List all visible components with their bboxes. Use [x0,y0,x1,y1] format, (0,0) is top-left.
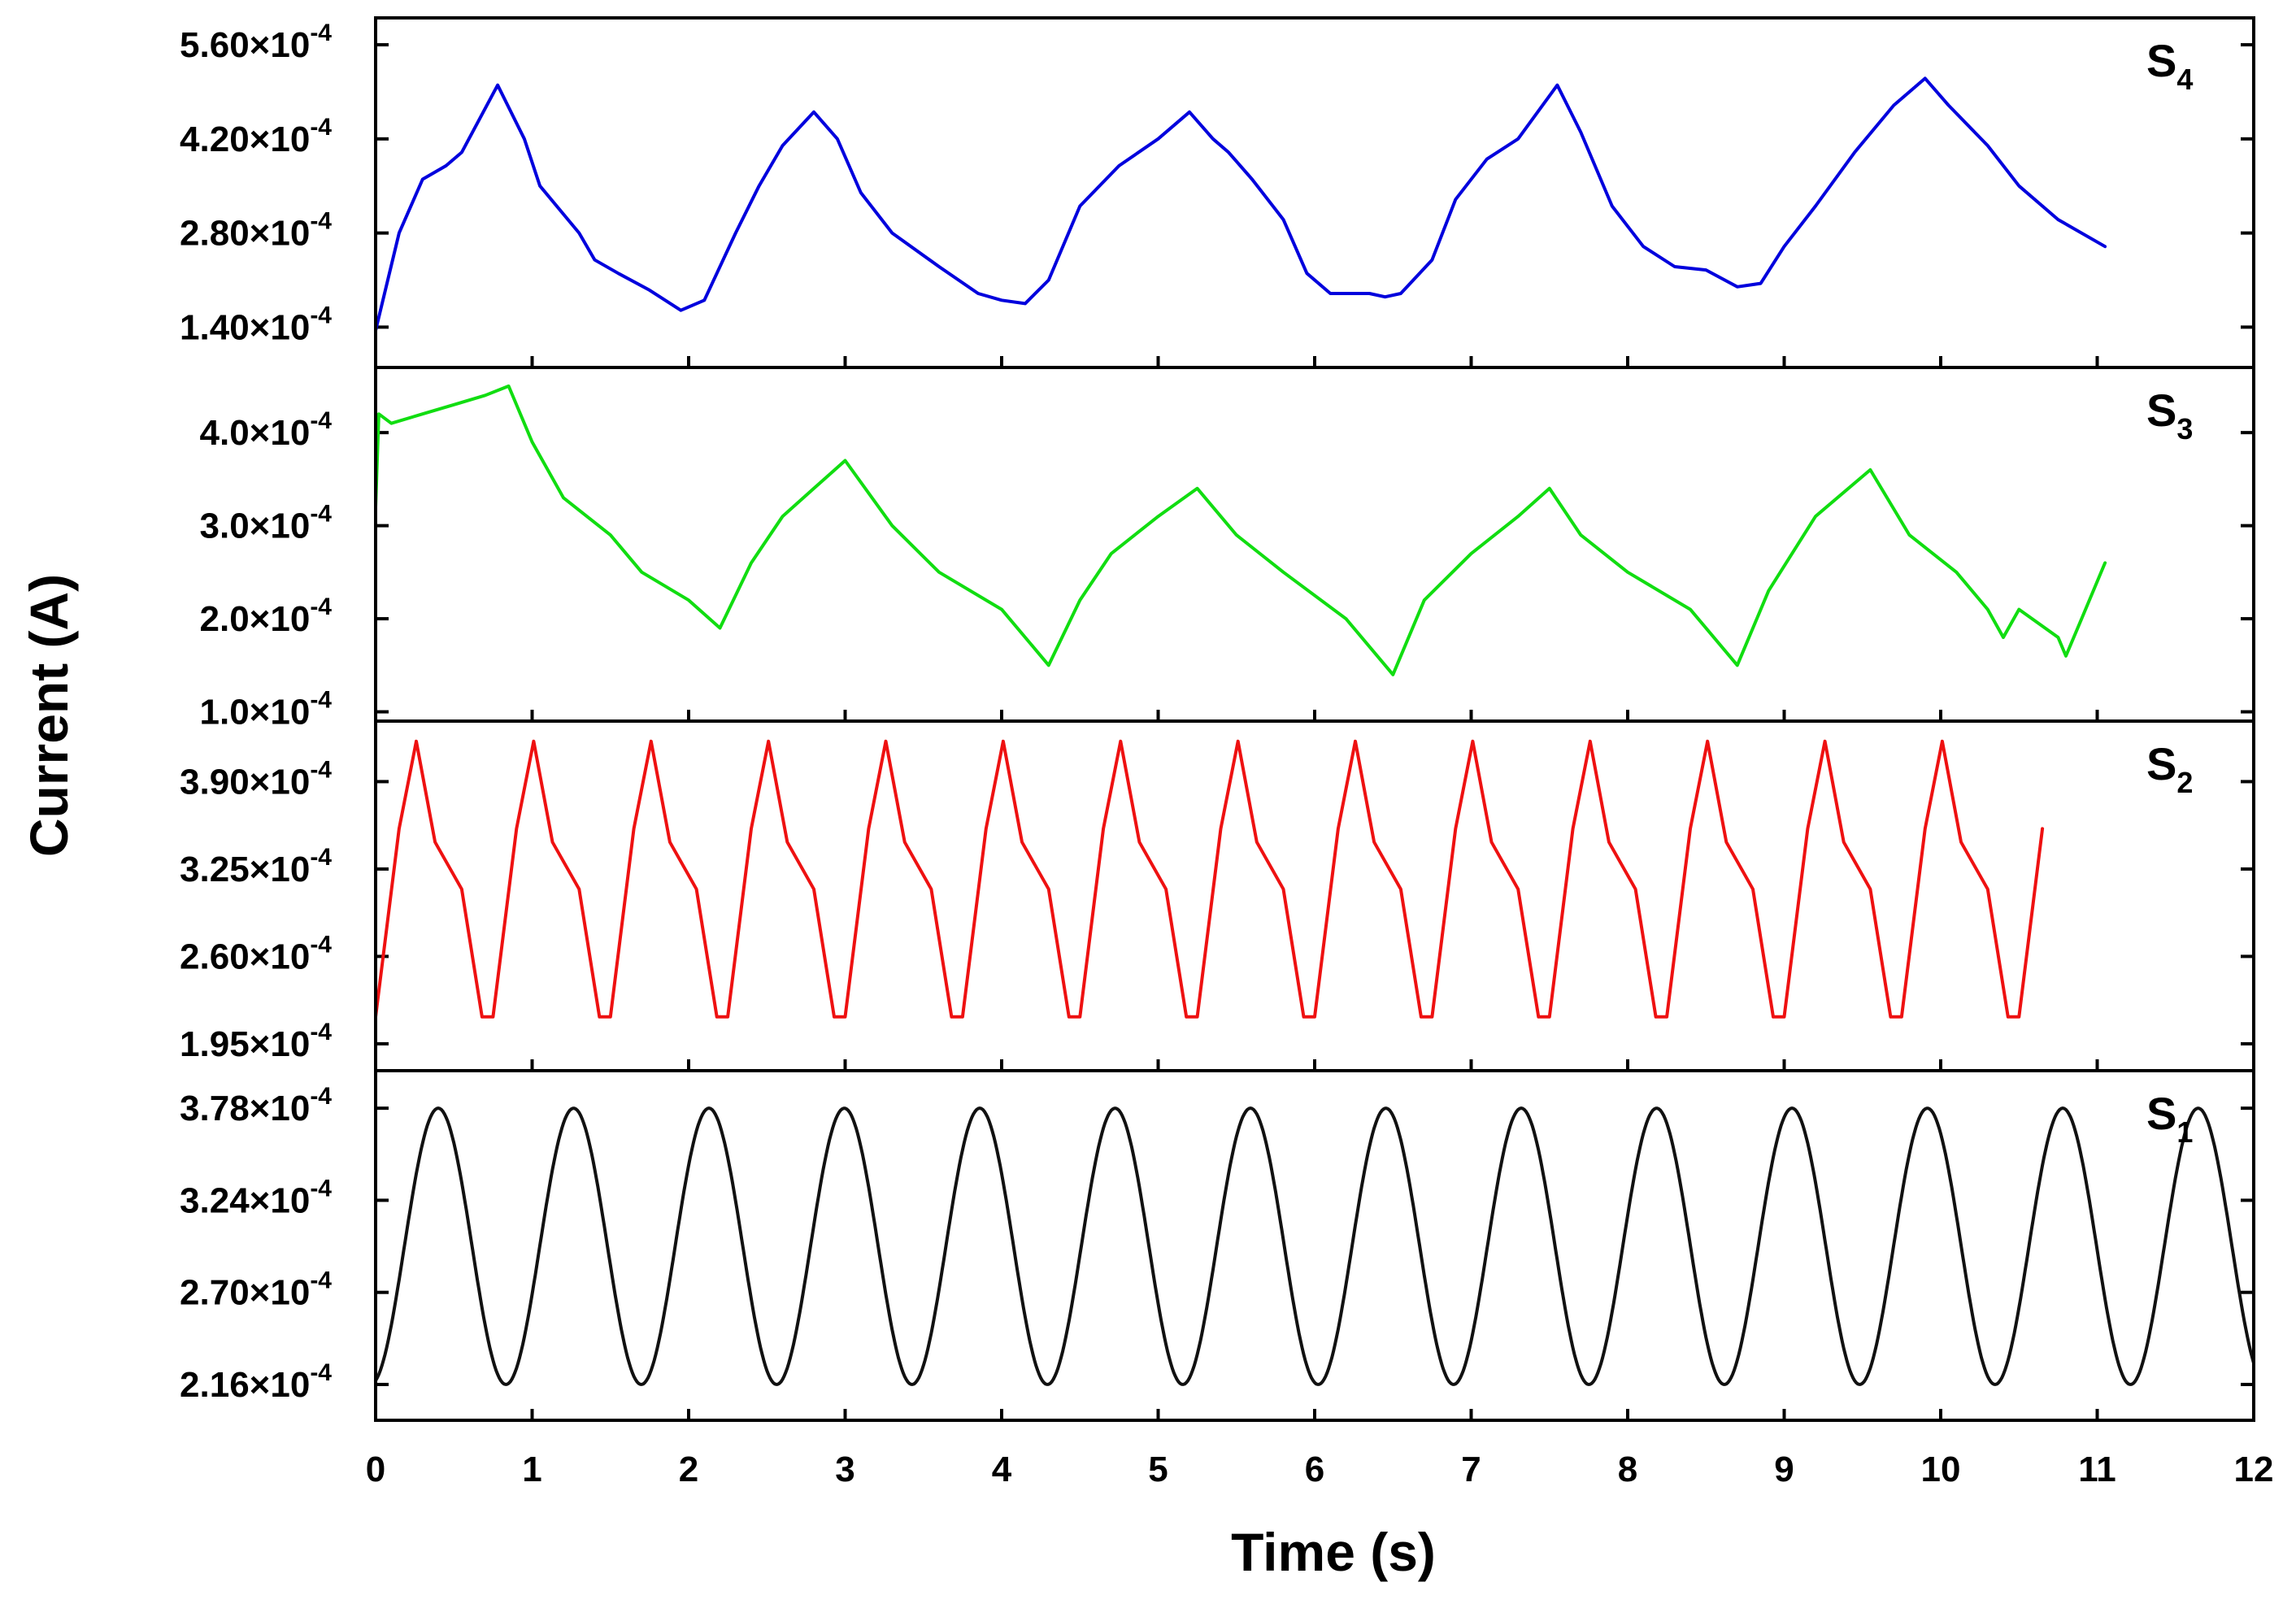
y-tick-label-s3-3: 4.0×10-4 [200,407,333,453]
y-tick-label-s3-1: 2.0×10-4 [200,593,333,639]
y-tick-label-s4-1: 2.80×10-4 [180,208,332,254]
x-tick-label-0: 0 [366,1450,385,1489]
panel-s1: 2.16×10-4 2.70×10-4 3.24×10-4 3.78×10-4 S1 [180,1069,2255,1422]
x-tick-label-12: 12 [2234,1450,2274,1489]
series-line-s2 [374,739,2045,1019]
panel-s4: 1.40×10-4 2.80×10-4 4.20×10-4 5.60×10-4 S4 [180,16,2255,369]
panel-frame-s1 [374,1069,2255,1422]
y-tick-label-s1-3: 3.78×10-4 [180,1083,332,1128]
x-axis-title: Time (s) [1231,1522,1436,1582]
x-tick-label-2: 2 [679,1450,698,1489]
panel-s2: 1.95×10-4 2.60×10-4 3.25×10-4 3.90×10-4 S2 [180,719,2255,1072]
y-tick-label-s4-2: 4.20×10-4 [180,114,332,159]
x-tick-label-5: 5 [1148,1450,1168,1489]
panels: 1.40×10-42.80×10-44.20×10-45.60×10-4S41.… [180,16,2255,1422]
y-tick-label-s3-2: 3.0×10-4 [200,501,333,546]
y-tick-label-s1-0: 2.16×10-4 [180,1359,332,1405]
panel-s3: 1.0×10-4 2.0×10-4 3.0×10-4 4.0×10-4 S3 [200,366,2255,732]
y-tick-label-s1-2: 3.24×10-4 [180,1175,332,1220]
y-tick-label-s1-1: 2.70×10-4 [180,1267,332,1313]
y-tick-label-s3-0: 1.0×10-4 [200,687,333,732]
x-tick-label-8: 8 [1618,1450,1637,1489]
x-tick-label-6: 6 [1305,1450,1324,1489]
x-tick-label-9: 9 [1774,1450,1794,1489]
panel-frame-s4 [374,16,2255,369]
series-line-s3 [374,384,2107,676]
y-tick-label-s2-1: 2.60×10-4 [180,931,332,976]
x-tick-label-10: 10 [1921,1450,1961,1489]
y-tick-label-s2-0: 1.95×10-4 [180,1019,332,1064]
y-axis-title: Current (A) [19,574,79,857]
y-tick-label-s4-0: 1.40×10-4 [180,302,332,347]
x-tick-label-7: 7 [1461,1450,1481,1489]
panel-frame-s3 [374,366,2255,723]
series-line-s4 [374,76,2107,333]
y-tick-label-s2-2: 3.25×10-4 [180,844,332,889]
series-line-s1 [374,1106,2255,1386]
panel-label-s4: S4 [2146,35,2193,96]
panel-label-s2: S2 [2146,738,2193,799]
panel-label-s1: S1 [2146,1088,2193,1149]
y-tick-label-s2-3: 3.90×10-4 [180,756,332,802]
panel-label-s3: S3 [2146,385,2193,446]
x-tick-label-3: 3 [835,1450,854,1489]
x-axis: 0 1 2 3 4 5 6 7 8 9 10 11 12 [366,1450,2274,1489]
y-tick-label-s4-3: 5.60×10-4 [180,20,332,65]
x-tick-label-1: 1 [522,1450,541,1489]
x-tick-label-11: 11 [2078,1450,2116,1489]
x-tick-label-4: 4 [992,1450,1012,1489]
